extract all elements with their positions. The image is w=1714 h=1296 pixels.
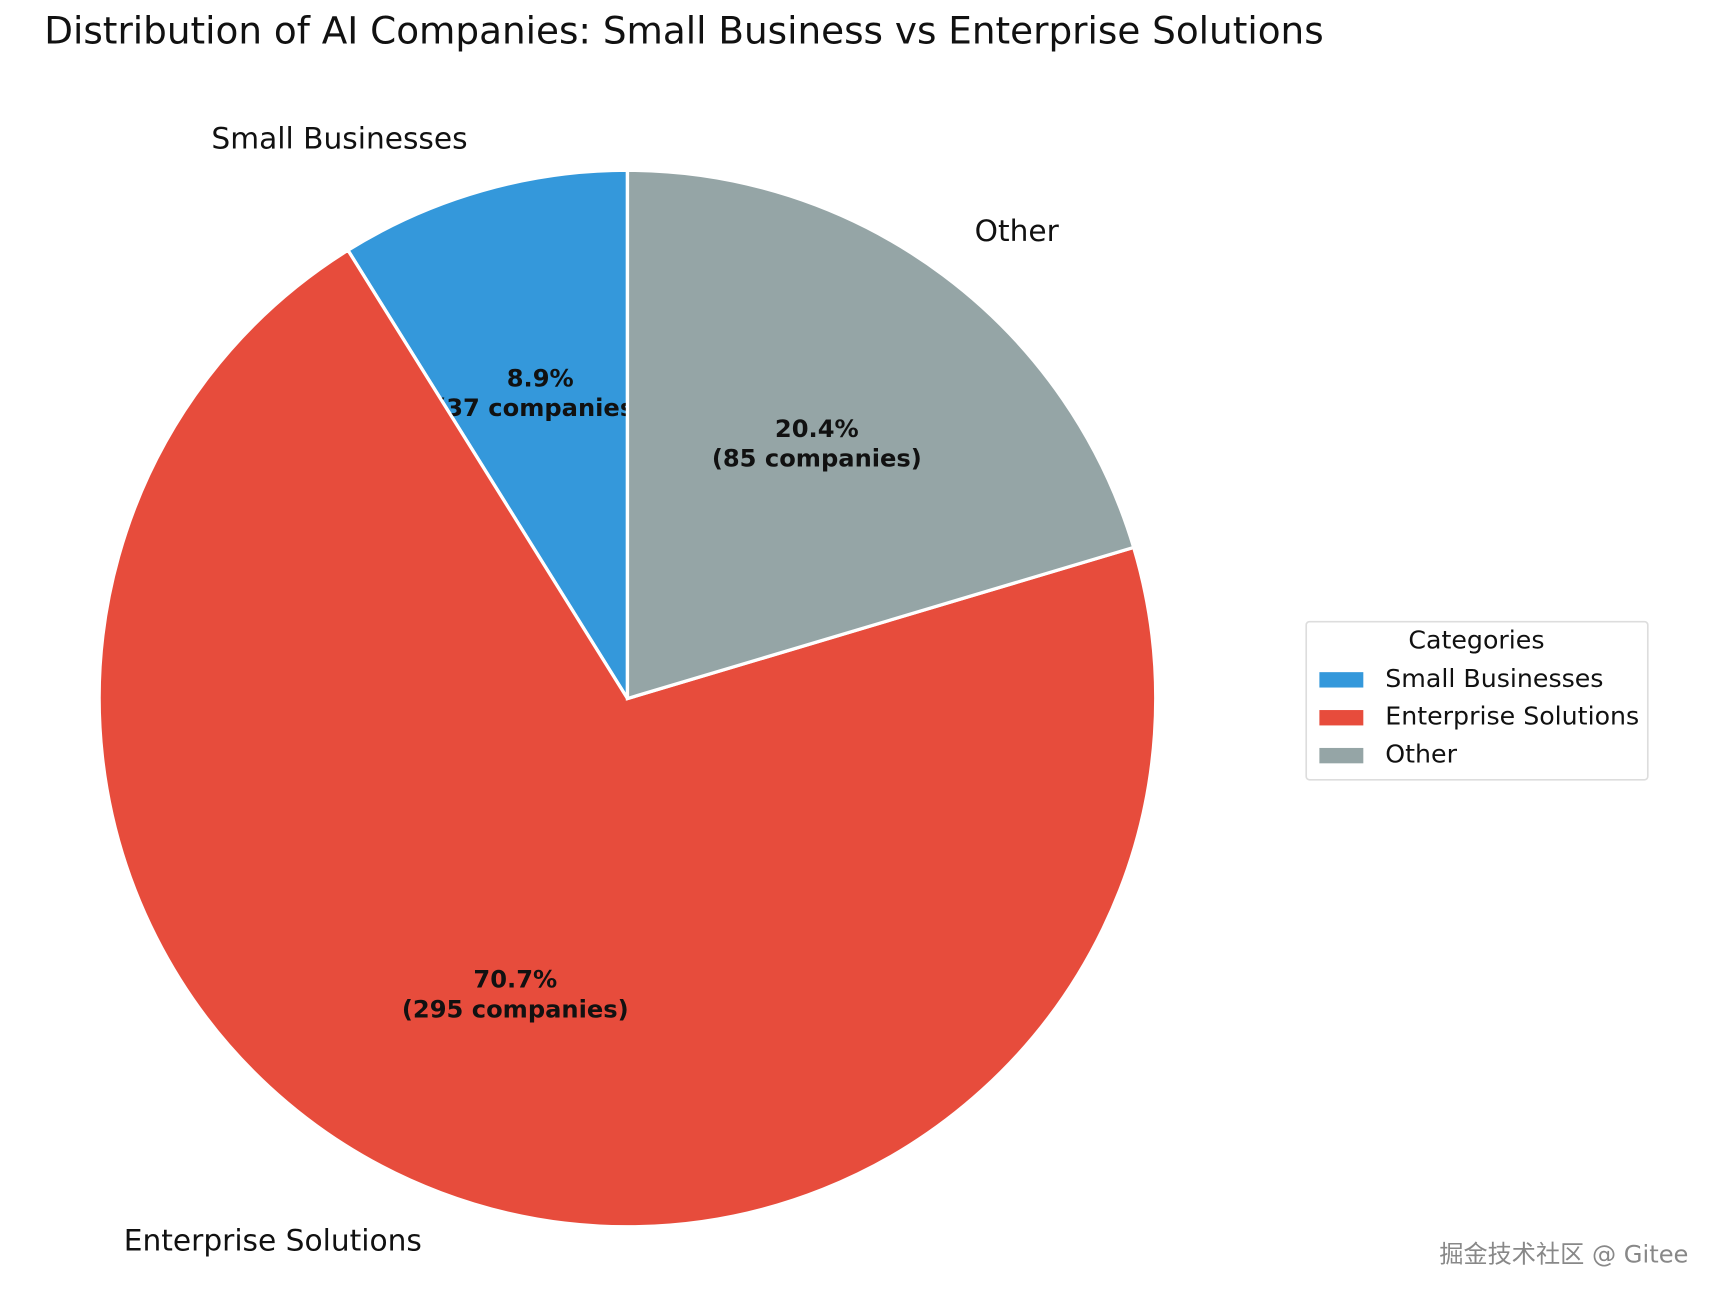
legend-label: Other <box>1385 740 1457 769</box>
value-label: (85 companies) <box>712 445 922 473</box>
legend-label: Small Businesses <box>1385 664 1603 693</box>
percent-label: 70.7% <box>473 966 557 994</box>
legend-box <box>1305 620 1649 781</box>
pie-slice <box>345 168 630 705</box>
slice-label: Other <box>975 213 1060 248</box>
value-label: (37 companies) <box>435 394 645 422</box>
pie-slice <box>97 247 1158 1229</box>
legend-title: Categories <box>1408 625 1544 654</box>
watermark: 掘金技术社区 @ Gitee <box>1439 1240 1688 1268</box>
percent-label: 8.9% <box>507 365 574 393</box>
legend-swatch <box>1319 747 1364 764</box>
legend-swatch <box>1319 672 1364 688</box>
pie-slice <box>625 168 1136 701</box>
percent-label: 20.4% <box>775 415 859 443</box>
slice-label: Small Businesses <box>211 120 467 155</box>
legend-swatch <box>1319 710 1364 726</box>
value-label: (295 companies) <box>402 995 629 1023</box>
legend-label: Enterprise Solutions <box>1385 702 1639 731</box>
chart-title: Distribution of AI Companies: Small Busi… <box>44 8 1323 52</box>
slice-label: Enterprise Solutions <box>124 1223 422 1258</box>
